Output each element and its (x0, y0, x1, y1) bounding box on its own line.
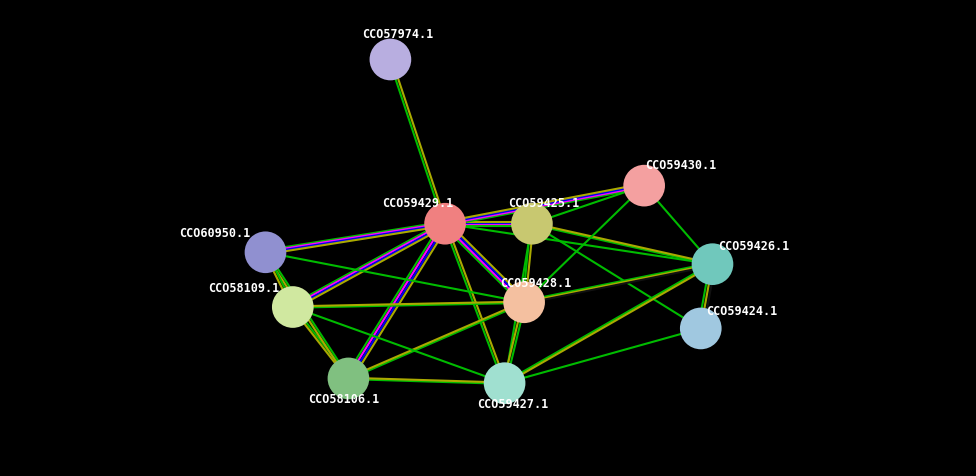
Text: CCO57974.1: CCO57974.1 (362, 28, 434, 41)
Text: CCO58109.1: CCO58109.1 (208, 282, 280, 296)
Point (437, 220, 453, 228)
Text: CCO59430.1: CCO59430.1 (645, 159, 717, 172)
Text: CCO59426.1: CCO59426.1 (717, 239, 790, 253)
Point (497, 379, 512, 387)
Text: CCO59427.1: CCO59427.1 (476, 397, 549, 411)
Point (524, 220, 540, 228)
Point (636, 182, 652, 189)
Text: CCO59429.1: CCO59429.1 (382, 197, 454, 210)
Point (705, 260, 720, 268)
Point (285, 303, 301, 311)
Point (383, 56, 398, 63)
Text: CCO60950.1: CCO60950.1 (179, 227, 251, 240)
Text: CCO59428.1: CCO59428.1 (500, 277, 572, 290)
Point (693, 325, 709, 332)
Point (258, 248, 273, 256)
Point (516, 298, 532, 306)
Point (341, 375, 356, 382)
Text: CCO59425.1: CCO59425.1 (508, 197, 580, 210)
Text: CCO59424.1: CCO59424.1 (706, 305, 778, 318)
Text: CCO58106.1: CCO58106.1 (307, 393, 380, 406)
